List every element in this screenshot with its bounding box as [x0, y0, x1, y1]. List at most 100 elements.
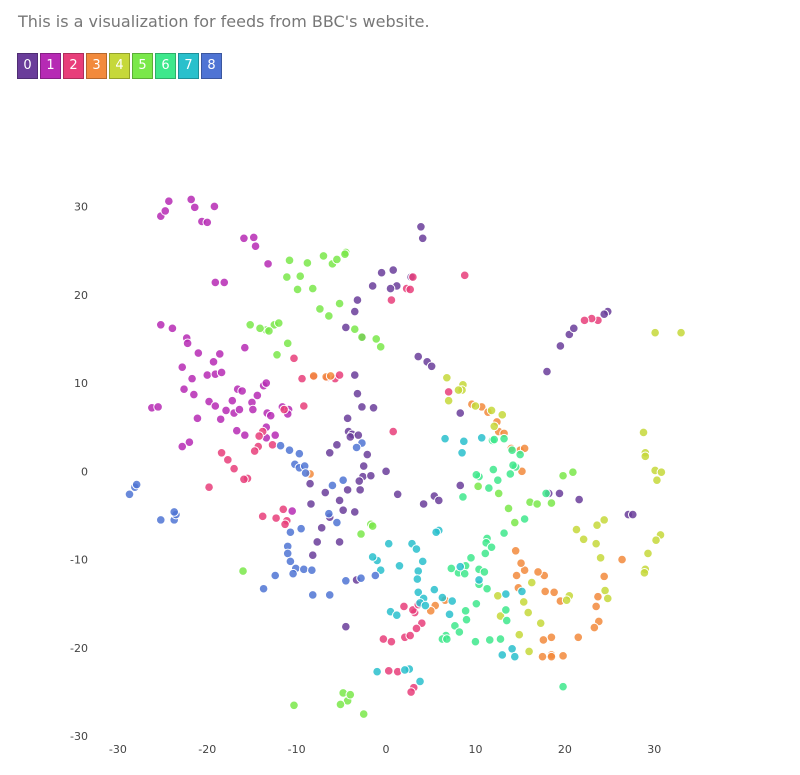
data-point[interactable] — [420, 600, 431, 611]
data-point[interactable] — [307, 590, 318, 600]
data-point[interactable] — [349, 370, 360, 380]
data-point[interactable] — [307, 550, 318, 560]
data-point[interactable] — [431, 527, 441, 538]
data-point[interactable] — [186, 194, 196, 205]
data-point[interactable] — [234, 404, 245, 415]
data-point[interactable] — [459, 436, 469, 447]
data-point[interactable] — [526, 577, 537, 588]
data-point[interactable] — [406, 687, 416, 697]
data-point[interactable] — [307, 283, 318, 294]
data-point[interactable] — [345, 432, 356, 442]
data-point[interactable] — [546, 498, 557, 508]
data-point[interactable] — [442, 372, 452, 383]
data-point[interactable] — [600, 585, 610, 596]
data-point[interactable] — [383, 538, 394, 549]
data-point[interactable] — [455, 561, 466, 572]
data-point[interactable] — [341, 575, 351, 586]
data-point[interactable] — [292, 284, 303, 295]
data-point[interactable] — [459, 270, 470, 281]
data-point[interactable] — [334, 495, 345, 506]
data-point[interactable] — [306, 499, 316, 509]
data-point[interactable] — [356, 529, 366, 539]
data-point[interactable] — [676, 327, 686, 338]
data-point[interactable] — [651, 535, 661, 545]
data-point[interactable] — [518, 597, 529, 607]
data-point[interactable] — [533, 567, 543, 577]
data-point[interactable] — [443, 387, 454, 397]
data-point[interactable] — [579, 315, 590, 326]
data-point[interactable] — [652, 475, 662, 485]
data-point[interactable] — [204, 482, 214, 493]
data-point[interactable] — [493, 475, 503, 485]
data-point[interactable] — [555, 341, 566, 351]
data-point[interactable] — [239, 474, 249, 485]
data-point[interactable] — [335, 699, 346, 710]
data-point[interactable] — [640, 451, 651, 462]
data-point[interactable] — [470, 636, 481, 647]
data-point[interactable] — [388, 265, 399, 275]
data-point[interactable] — [386, 636, 397, 647]
data-point[interactable] — [535, 618, 546, 628]
data-point[interactable] — [282, 338, 293, 349]
data-point[interactable] — [523, 607, 533, 618]
data-point[interactable] — [254, 431, 264, 441]
data-point[interactable] — [413, 587, 424, 598]
data-point[interactable] — [355, 485, 365, 495]
data-point[interactable] — [499, 528, 509, 538]
data-point[interactable] — [554, 488, 565, 499]
legend-cluster-0-button[interactable]: 0 — [17, 53, 38, 79]
data-point[interactable] — [167, 323, 178, 334]
data-point[interactable] — [202, 217, 213, 228]
data-point[interactable] — [405, 630, 415, 641]
data-point[interactable] — [357, 332, 367, 342]
data-point[interactable] — [578, 534, 589, 545]
data-point[interactable] — [516, 558, 526, 568]
data-point[interactable] — [367, 552, 378, 562]
data-point[interactable] — [202, 370, 213, 380]
data-point[interactable] — [486, 405, 497, 416]
data-point[interactable] — [257, 511, 268, 522]
legend-cluster-8-button[interactable]: 8 — [201, 53, 222, 79]
data-point[interactable] — [495, 634, 506, 644]
data-point[interactable] — [540, 586, 550, 597]
data-point[interactable] — [455, 408, 466, 418]
legend-cluster-2-button[interactable]: 2 — [63, 53, 84, 79]
data-point[interactable] — [177, 441, 188, 452]
data-point[interactable] — [507, 643, 517, 654]
data-point[interactable] — [352, 295, 363, 305]
data-point[interactable] — [227, 395, 238, 406]
data-point[interactable] — [182, 338, 193, 349]
data-point[interactable] — [470, 401, 481, 411]
data-point[interactable] — [524, 646, 534, 657]
data-point[interactable] — [338, 475, 348, 485]
data-point[interactable] — [248, 404, 258, 415]
data-point[interactable] — [273, 318, 284, 328]
data-point[interactable] — [568, 467, 578, 478]
data-point[interactable] — [124, 489, 135, 500]
data-point[interactable] — [599, 571, 609, 582]
data-point[interactable] — [459, 568, 470, 579]
data-point[interactable] — [484, 483, 494, 493]
data-point[interactable] — [510, 545, 521, 556]
data-point[interactable] — [248, 232, 259, 243]
legend-cluster-4-button[interactable]: 4 — [109, 53, 130, 79]
data-point[interactable] — [568, 323, 579, 334]
data-point[interactable] — [367, 521, 378, 531]
data-point[interactable] — [153, 402, 163, 412]
data-point[interactable] — [300, 468, 311, 478]
data-point[interactable] — [334, 537, 345, 547]
data-point[interactable] — [240, 430, 250, 440]
data-point[interactable] — [437, 592, 448, 603]
data-point[interactable] — [493, 488, 504, 499]
data-point[interactable] — [416, 221, 426, 232]
data-point[interactable] — [479, 567, 490, 577]
data-point[interactable] — [287, 506, 297, 516]
data-point[interactable] — [353, 430, 364, 440]
data-point[interactable] — [308, 371, 319, 381]
data-point[interactable] — [488, 464, 499, 475]
data-point[interactable] — [482, 583, 492, 594]
data-point[interactable] — [549, 587, 559, 598]
data-point[interactable] — [265, 410, 276, 421]
data-point[interactable] — [275, 440, 286, 451]
data-point[interactable] — [215, 414, 226, 425]
